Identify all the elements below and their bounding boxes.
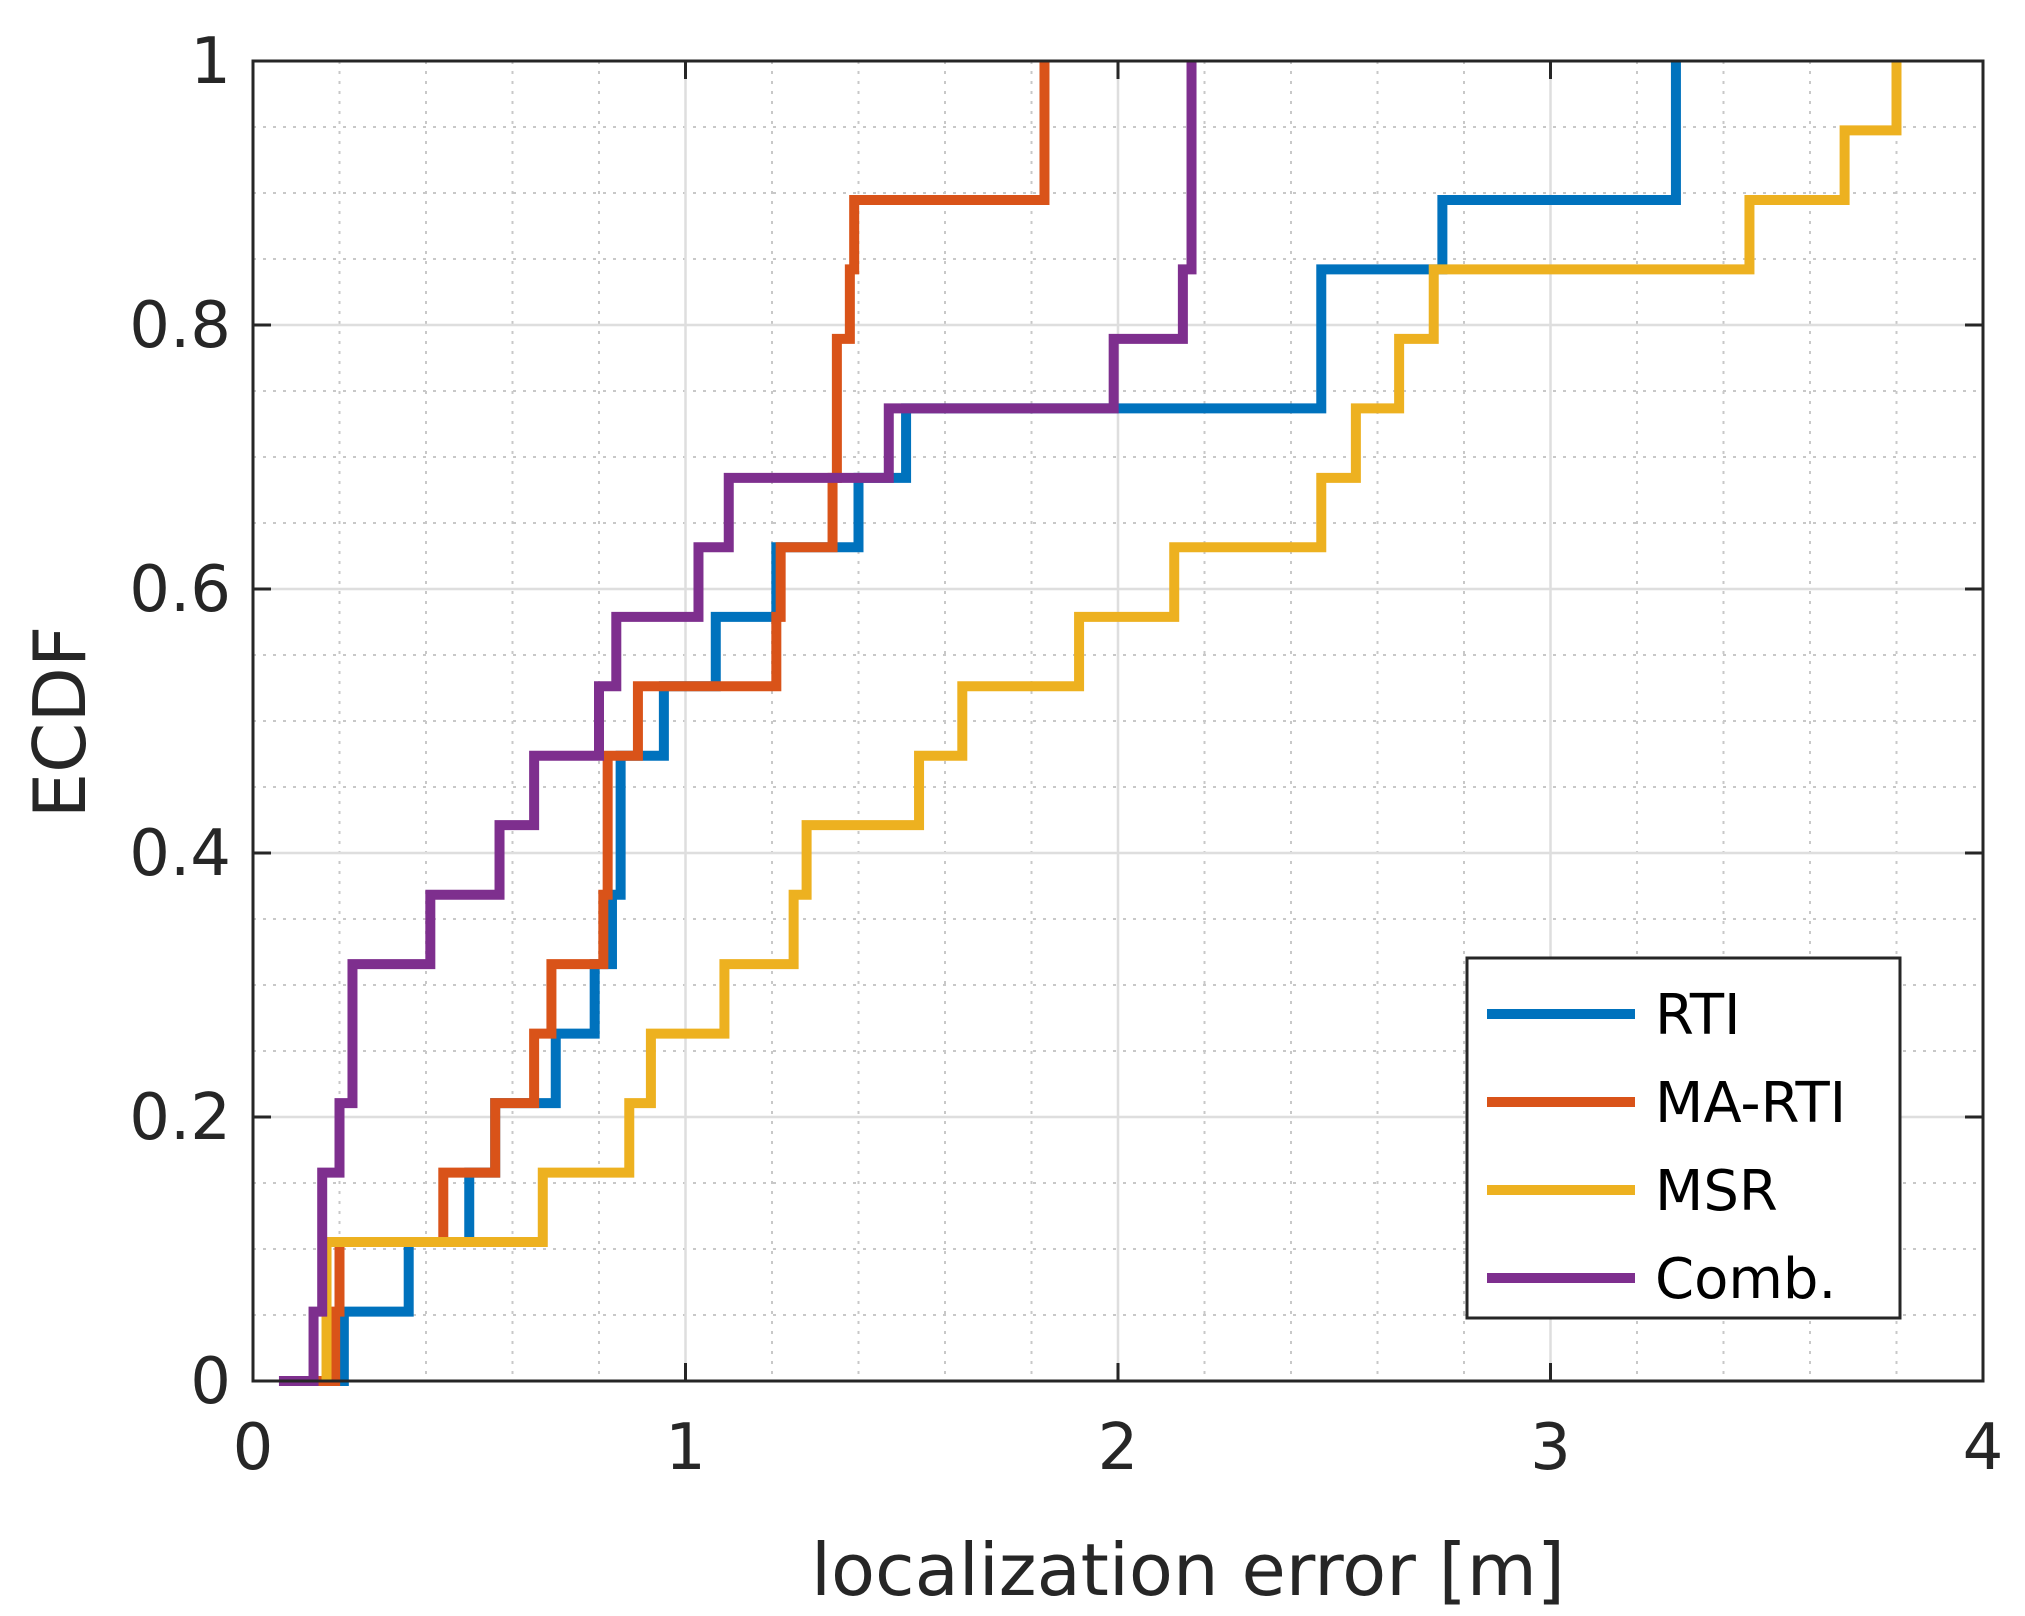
series-line-ma-rti bbox=[300, 61, 1050, 1386]
y-tick-label: 0.4 bbox=[129, 817, 231, 891]
series-line-comb bbox=[278, 61, 1197, 1386]
legend-label-msr: MSR bbox=[1655, 1159, 1778, 1224]
y-tick-label: 0 bbox=[190, 1345, 231, 1419]
ticks-layer: 0 1 2 3 4 0 0.2 0.4 0.6 0.8 1 bbox=[129, 25, 2003, 1485]
y-tick-label: 1 bbox=[190, 25, 231, 99]
y-axis-label: ECDF bbox=[18, 626, 102, 819]
legend-label-rti: RTI bbox=[1655, 983, 1741, 1048]
series-line-msr bbox=[321, 61, 1902, 1381]
x-tick-label: 4 bbox=[1963, 1411, 2004, 1485]
y-tick-label: 0.6 bbox=[129, 553, 231, 627]
x-axis-label: localization error [m] bbox=[811, 1528, 1565, 1612]
legend-label-ma-rti: MA-RTI bbox=[1655, 1071, 1846, 1136]
y-tick-label: 0.2 bbox=[129, 1081, 231, 1155]
legend-label-comb: Comb. bbox=[1655, 1247, 1836, 1312]
major-grid bbox=[253, 61, 1983, 1381]
labels-layer: localization error [m] ECDF bbox=[18, 626, 1565, 1612]
x-tick-label: 3 bbox=[1530, 1411, 1571, 1485]
x-tick-label: 0 bbox=[233, 1411, 274, 1485]
x-tick-label: 2 bbox=[1098, 1411, 1139, 1485]
series-layer bbox=[278, 61, 1902, 1386]
x-tick-label: 1 bbox=[665, 1411, 706, 1485]
legend: RTI MA-RTI MSR Comb. bbox=[1465, 956, 1902, 1320]
y-tick-label: 0.8 bbox=[129, 289, 231, 363]
